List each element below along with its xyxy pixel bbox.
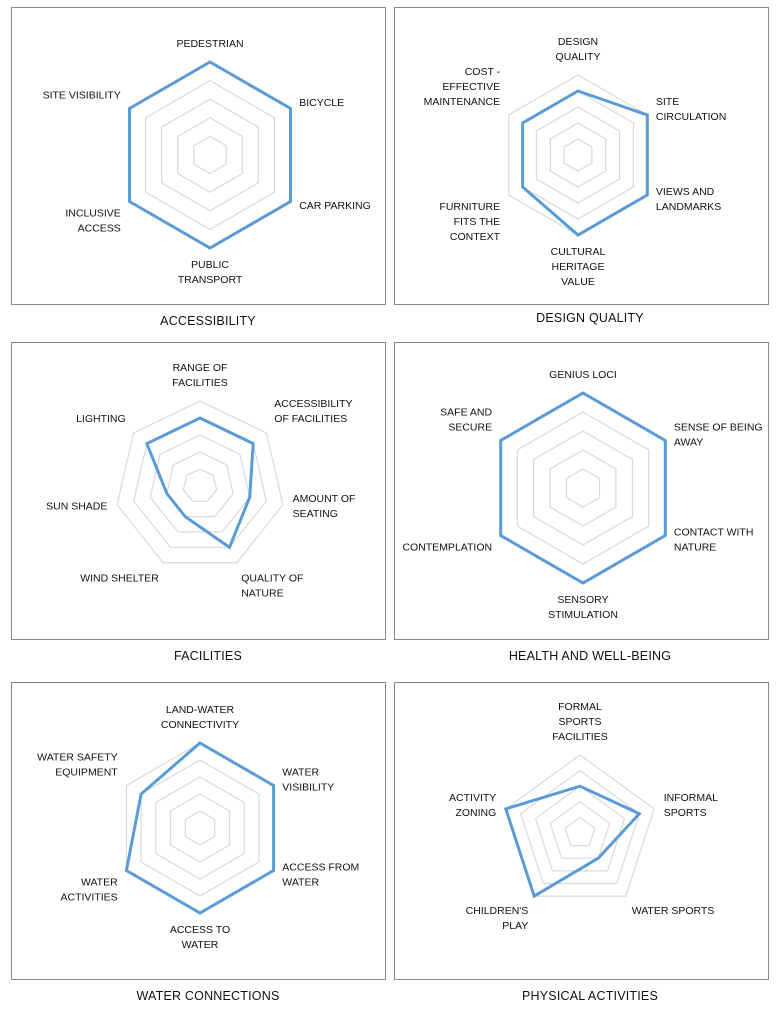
radar-panel-water-connections: LAND-WATER CONNECTIVITY WATER VISIBILITY ACC… [11, 682, 386, 980]
grid-ring-1 [565, 468, 601, 508]
grid-ring-3 [533, 430, 633, 546]
grid-ring-3 [534, 785, 626, 872]
axis-label-inclusive-access: INCLUSIVE ACCESS [65, 208, 120, 235]
grid-ring-4 [145, 79, 275, 231]
grid-ring-4 [516, 411, 650, 565]
chart-title-physical-activities: PHYSICAL ACTIVITIES [521, 989, 658, 1003]
grid-ring-3 [149, 434, 251, 533]
axis-label-water-visibility: WATER VISIBILITY [282, 767, 334, 794]
radar-chart-physical-activities: FORMAL SPORTS FACILITIES INFORMAL SPORTS WATE… [449, 701, 718, 932]
grid-ring-5 [125, 742, 275, 914]
chart-title-accessibility: ACCESSIBILITY [160, 314, 256, 328]
series-line [503, 784, 642, 899]
axis-label-access-to-water: ACCESS TO WATER [170, 924, 230, 951]
axis-label-site-visibility: SITE VISIBILITY [43, 90, 121, 102]
axis-label-car-parking: CAR PARKING [299, 200, 371, 212]
axis-label-public-transport: PUBLIC TRANSPORT [178, 259, 243, 286]
grid-ring-5 [508, 74, 648, 236]
axis-label-children-s-play: CHILDREN'S PLAY [466, 905, 529, 932]
radar-panel-design-quality: DESIGN QUALITY SITE CIRCULATION VIEWS AND LAN… [394, 7, 769, 305]
radar-panel-facilities: RANGE OF FACILITIES ACCESSIBILITY OF FACILI… [11, 342, 386, 640]
grid-ring-3 [161, 98, 259, 212]
grid-ring-2 [549, 449, 617, 527]
axis-label-sense-of-being-away: SENSE OF BEING AWAY [674, 422, 763, 449]
radar-panel-health: GENIUS LOCI SENSE OF BEING AWAY CONTACT WIT… [394, 342, 769, 640]
axis-label-lighting: LIGHTING [76, 413, 126, 425]
axis-label-accessibility-of-facilities: ACCESSIBILITY OF FACILITIES [274, 398, 352, 425]
axis-label-water-safety-equipment: WATER SAFETY EQUIPMENT [37, 752, 118, 779]
grid-ring-5 [116, 400, 284, 564]
axis-label-views-and-landmarks: VIEWS AND LANDMARKS [656, 186, 721, 213]
series-line [499, 391, 667, 585]
grid-ring-4 [519, 769, 641, 885]
chart-title-health-and-well-being: HEALTH AND WELL-BEING [508, 649, 672, 663]
axis-label-quality-of-nature: QUALITY OF NATURE [241, 573, 303, 600]
axis-label-furniture-fits-the-context: FURNITURE FITS THE CONTEXT [439, 201, 500, 243]
axis-label-activity-zoning: ACTIVITY ZONING [449, 792, 496, 819]
chart-title-design-quality: DESIGN QUALITY [536, 311, 644, 325]
axis-label-contemplation: CONTEMPLATION [402, 542, 492, 554]
axis-label-cultural-heritage-value: CULTURAL HERITAGE VALUE [551, 246, 606, 288]
series-line [128, 60, 292, 250]
axis-label-safe-and-secure: SAFE AND SECURE [440, 407, 492, 434]
axis-label-amount-of-seating: AMOUNT OF SEATING [293, 493, 356, 520]
radar-chart-design-quality: DESIGN QUALITY SITE CIRCULATION VIEWS AND LAN… [424, 36, 727, 288]
radar-panel-accessibility: PEDESTRIAN BICYCLE CAR PARKING PUBLIC TRANSP… [11, 7, 386, 305]
grid-ring-1 [564, 816, 596, 847]
grid-ring-2 [549, 801, 611, 859]
series-line [144, 416, 255, 550]
axis-label-land-water-connectivity: LAND-WATER CONNECTIVITY [161, 704, 239, 731]
grid-ring-5 [505, 754, 655, 897]
axis-label-contact-with-nature: CONTACT WITH NATURE [674, 527, 754, 554]
grid-ring-5 [500, 392, 666, 584]
axis-label-water-sports: WATER SPORTS [632, 905, 715, 917]
series-line [124, 741, 276, 915]
axis-label-sensory-stimulation: SENSORY STIMULATION [548, 594, 618, 621]
chart-title-facilities: FACILITIES [174, 649, 242, 663]
axis-label-sun-shade: SUN SHADE [46, 501, 107, 513]
axis-label-design-quality: DESIGN QUALITY [556, 36, 601, 63]
radar-chart-water-connections: LAND-WATER CONNECTIVITY WATER VISIBILITY ACC… [37, 704, 359, 951]
radar-panel-physical-activities: FORMAL SPORTS FACILITIES INFORMAL SPORTS WATE… [394, 682, 769, 980]
grid-ring-1 [563, 138, 593, 172]
axis-label-range-of-facilities: RANGE OF FACILITIES [172, 362, 227, 389]
grid-ring-1 [184, 810, 216, 846]
grid-ring-5 [128, 61, 292, 249]
grid-ring-2 [170, 793, 230, 863]
axis-label-informal-sports: INFORMAL SPORTS [664, 792, 718, 819]
grid-ring-3 [535, 106, 621, 204]
radar-chart-accessibility: PEDESTRIAN BICYCLE CAR PARKING PUBLIC TRANSP… [43, 38, 371, 286]
grid-ring-2 [177, 117, 243, 193]
radar-chart-facilities: RANGE OF FACILITIES ACCESSIBILITY OF FACILI… [46, 362, 356, 600]
axis-label-genius-loci: GENIUS LOCI [549, 369, 617, 381]
axis-label-formal-sports-facilities: FORMAL SPORTS FACILITIES [552, 701, 607, 743]
grid-ring-2 [166, 451, 234, 518]
grid-ring-4 [133, 417, 267, 548]
grid-ring-1 [193, 135, 227, 175]
axis-label-bicycle: BICYCLE [299, 97, 344, 109]
axis-label-site-circulation: SITE CIRCULATION [656, 96, 726, 123]
axis-label-pedestrian: PEDESTRIAN [176, 38, 243, 50]
axis-label-wind-shelter: WIND SHELTER [80, 573, 159, 585]
axis-label-water-activities: WATER ACTIVITIES [61, 877, 119, 904]
radar-chart-health-and-well-being: GENIUS LOCI SENSE OF BEING AWAY CONTACT WIT… [402, 369, 763, 621]
grid-ring-2 [549, 122, 607, 188]
grid-ring-3 [155, 776, 245, 880]
chart-title-water-connections: WATER CONNECTIONS [136, 989, 280, 1003]
grid-ring-1 [182, 468, 218, 502]
axis-label-access-from-water: ACCESS FROM WATER [282, 862, 359, 889]
axis-label-cost-effective-maintenance: COST -EFFECTIVE MAINTENANCE [424, 66, 501, 108]
